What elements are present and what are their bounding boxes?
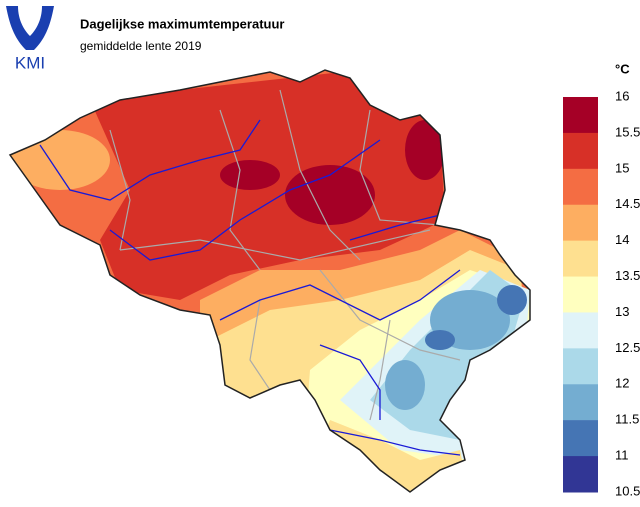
- map: [10, 70, 530, 492]
- legend-tick-label: 14.5: [615, 196, 640, 211]
- logo: KMI: [6, 6, 54, 72]
- legend-tick-label: 11.5: [615, 412, 639, 427]
- map-region: [385, 360, 425, 410]
- legend-tick-label: 10.5: [615, 483, 640, 498]
- legend-swatch: [563, 420, 598, 457]
- legend-tick-label: 13.5: [615, 268, 640, 283]
- map-region: [405, 120, 445, 180]
- legend: °C 16 15.5 15 14.5 14 13.5 13 12.5 12 11.5 11 10.5: [563, 61, 640, 498]
- country-border: [8, 69, 531, 493]
- legend-swatch: [563, 384, 598, 421]
- map-region: [425, 330, 455, 350]
- legend-unit: °C: [615, 61, 630, 76]
- logo-shape: [6, 6, 54, 50]
- rivers: [39, 119, 461, 456]
- legend-swatch: [563, 204, 598, 242]
- legend-tick-label: 15: [615, 160, 629, 175]
- legend-tick-label: 15.5: [615, 124, 640, 139]
- legend-tick-label: 12: [615, 376, 629, 391]
- legend-swatch: [563, 312, 598, 349]
- legend-tick-label: 11: [615, 448, 629, 463]
- legend-tick-label: 16: [615, 88, 629, 103]
- legend-tick-label: 13: [615, 304, 629, 319]
- subtitle: gemiddelde lente 2019: [80, 39, 202, 53]
- legend-swatch: [563, 97, 598, 134]
- title: Dagelijkse maximumtemperatuur: [80, 16, 284, 31]
- legend-swatch: [563, 456, 598, 493]
- legend-swatch: [563, 168, 598, 206]
- legend-tick-label: 14: [615, 232, 629, 247]
- map-region: [220, 160, 280, 190]
- legend-tick-label: 12.5: [615, 340, 640, 355]
- map-region: [10, 130, 110, 190]
- map-region: [497, 285, 527, 315]
- legend-swatch: [563, 276, 598, 313]
- legend-swatch: [563, 348, 598, 385]
- province-borders: [109, 89, 461, 421]
- legend-swatch: [563, 132, 598, 170]
- map-region: [285, 165, 375, 225]
- logo-text: KMI: [15, 53, 45, 72]
- legend-swatch: [563, 240, 598, 278]
